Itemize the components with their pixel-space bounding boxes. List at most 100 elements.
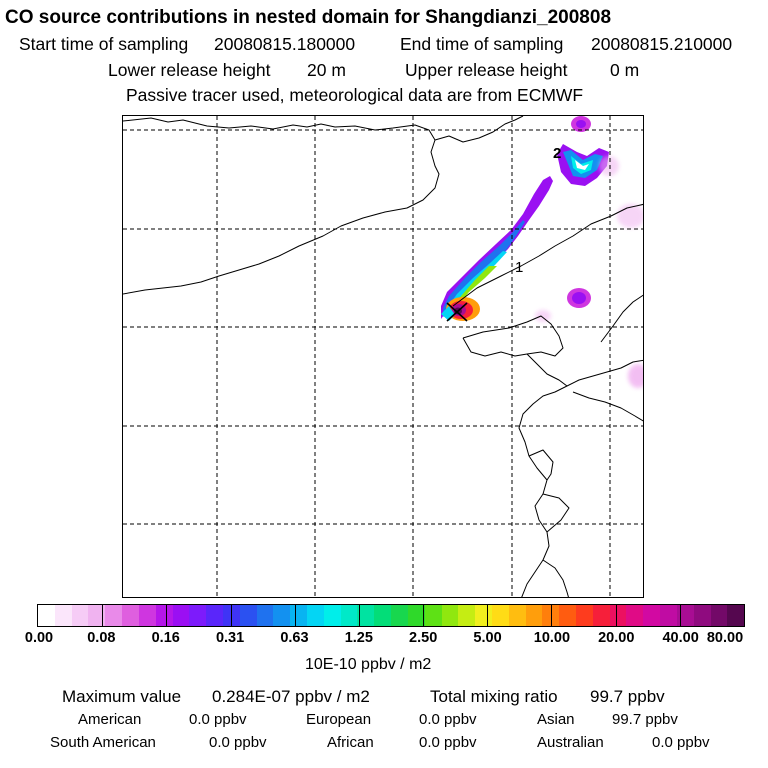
colorbar-swatch	[155, 605, 173, 626]
colorbar-divider	[423, 605, 425, 626]
colorbar-swatch	[189, 605, 207, 626]
colorbar-tick-label: 20.00	[598, 630, 635, 646]
colorbar-tick-label: 0.31	[215, 630, 245, 646]
colorbar-tick-label: 5.00	[473, 630, 502, 646]
colorbar-swatch	[357, 605, 375, 626]
colorbar-swatch	[525, 605, 543, 626]
colorbar-swatch	[407, 605, 425, 626]
colorbar-swatch	[323, 605, 341, 626]
plume-faint-patches	[535, 156, 643, 388]
coast-bay-north	[462, 315, 564, 357]
colorbar-divider	[358, 605, 360, 626]
colorbar-swatch	[105, 605, 123, 626]
colorbar-swatch	[491, 605, 509, 626]
colorbar-swatch	[559, 605, 576, 626]
colorbar-swatch	[676, 605, 694, 626]
colorbar-tick-label: 0.63	[280, 630, 309, 646]
start-time-value: 20080815.180000	[214, 34, 356, 54]
colorbar-swatch	[54, 605, 72, 626]
colorbar-tick-label: 0.00	[24, 630, 54, 646]
european-value: 0.0 ppbv	[419, 711, 477, 728]
faint-patch-lower	[535, 310, 551, 322]
border-east	[600, 294, 643, 343]
colorbar-tick-label: 10.00	[533, 630, 571, 646]
colorbar-swatch	[660, 605, 677, 626]
coast-islands	[542, 493, 570, 533]
colorbar-swatch	[122, 605, 139, 626]
colorbar-divider	[294, 605, 296, 626]
colorbar-swatch	[643, 605, 661, 626]
plume-north-gap	[575, 160, 589, 170]
american-label: American	[78, 711, 142, 728]
colorbar-divider	[166, 605, 168, 626]
colorbar-swatch	[88, 605, 106, 626]
colorbar-swatch	[138, 605, 156, 626]
colorbar-divider	[487, 605, 489, 626]
coast-peninsula	[566, 359, 643, 387]
colorbar-tick-label: 1.25	[344, 630, 373, 646]
end-time-value: 20080815.210000	[591, 34, 733, 54]
colorbar-swatch	[542, 605, 560, 626]
faint-patch-upper	[599, 156, 619, 176]
colorbar-tick-label: 80.00	[706, 630, 744, 646]
chart-title: CO source contributions in nested domain…	[5, 7, 612, 28]
colorbar-swatch	[307, 605, 324, 626]
colorbar-swatch	[424, 605, 442, 626]
start-time-label: Start time of sampling	[19, 34, 189, 54]
colorbar-swatch	[592, 605, 610, 626]
colorbar-tick-label: 0.16	[151, 630, 180, 646]
tracer-note: Passive tracer used, meteorological data…	[126, 85, 584, 105]
coast-peninsula-south	[572, 391, 643, 422]
colorbar-divider	[679, 605, 681, 626]
colorbar-divider	[230, 605, 232, 626]
south-american-label: South American	[50, 734, 156, 751]
map-label-1: 1	[515, 259, 523, 276]
map-panel: 1 2	[122, 115, 644, 598]
colorbar-tick-label: 40.00	[662, 630, 699, 646]
colorbar-swatch	[239, 605, 257, 626]
colorbar-swatch	[458, 605, 476, 626]
colorbar-swatch	[391, 605, 408, 626]
colorbar-divider	[615, 605, 617, 626]
map-gridlines	[123, 116, 643, 597]
border-east-upper	[434, 116, 524, 143]
colorbar-tick-label: 0.08	[87, 630, 116, 646]
plume-north-inner	[571, 156, 593, 174]
max-value-label: Maximum value	[62, 687, 182, 706]
upper-release-value: 0 m	[610, 60, 640, 80]
colorbar-swatch	[710, 605, 728, 626]
colorbar-swatch	[693, 605, 711, 626]
total-mixing-label: Total mixing ratio	[430, 687, 558, 706]
coast-lower	[542, 559, 569, 597]
south-american-value: 0.0 ppbv	[209, 734, 267, 751]
plume-field	[441, 116, 643, 388]
colorbar-swatch	[172, 605, 190, 626]
plume-east-blob-inner	[572, 292, 586, 304]
map-graphic: 1 2	[123, 116, 643, 597]
colorbar-divider	[551, 605, 553, 626]
border-north	[123, 117, 440, 295]
asian-label: Asian	[537, 711, 575, 728]
european-label: European	[306, 711, 372, 728]
max-value: 0.284E-07 ppbv / m2	[212, 687, 370, 706]
colorbar-swatch	[374, 605, 392, 626]
colorbar-swatch	[441, 605, 459, 626]
australian-label: Australian	[537, 734, 604, 751]
lower-release-label: Lower release height	[108, 60, 271, 80]
colorbar-swatch	[273, 605, 291, 626]
colorbar-swatch	[609, 605, 627, 626]
end-time-label: End time of sampling	[400, 34, 564, 54]
australian-value: 0.0 ppbv	[652, 734, 710, 751]
total-mixing-value: 99.7 ppbv	[590, 687, 665, 706]
map-boundaries	[123, 116, 643, 597]
african-label: African	[327, 734, 374, 751]
colorbar-swatch	[38, 605, 55, 626]
coast-inner	[528, 449, 554, 481]
faint-patch-right-2	[628, 364, 643, 388]
colorbar-unit: 10E-10 ppbv / m2	[305, 656, 432, 673]
colorbar-swatch	[256, 605, 274, 626]
colorbar-swatch	[475, 605, 492, 626]
colorbar-swatch	[576, 605, 593, 626]
colorbar-divider	[102, 605, 104, 626]
colorbar-swatch	[206, 605, 223, 626]
